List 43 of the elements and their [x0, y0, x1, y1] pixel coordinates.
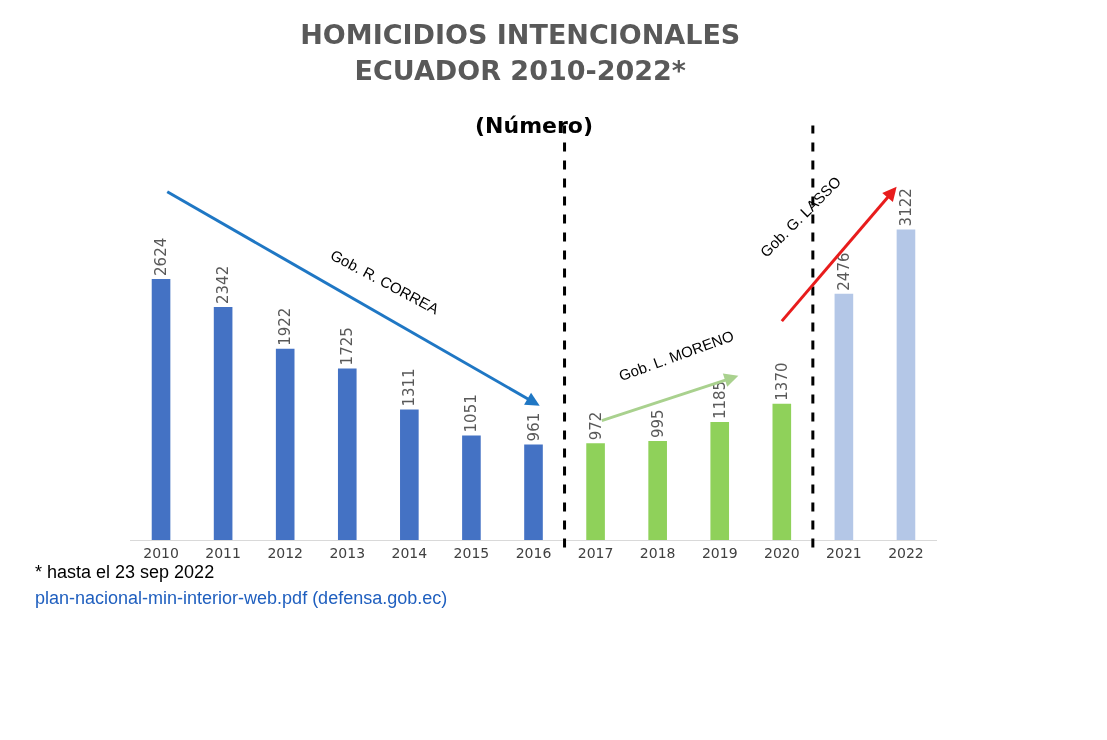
x-tick-label: 2014 — [391, 544, 428, 561]
data-label: 972 — [586, 411, 605, 441]
x-tick-label: 2021 — [826, 544, 862, 561]
x-tick-label: 2012 — [267, 544, 304, 561]
bar — [586, 443, 605, 540]
x-tick-label: 2018 — [639, 544, 676, 561]
bar — [400, 409, 419, 540]
bar — [648, 441, 667, 540]
chart-title: HOMICIDIOS INTENCIONALES ECUADOR 2010-2022* — [300, 19, 741, 86]
bar — [710, 422, 730, 540]
data-label: 1370 — [772, 362, 791, 401]
bar — [462, 435, 481, 540]
x-tick-label: 2016 — [515, 544, 552, 561]
text: * hasta el 23 sep 2022 — [35, 562, 215, 582]
data-label: 1922 — [276, 307, 295, 346]
data-label: 2342 — [214, 265, 233, 304]
bar — [896, 229, 916, 540]
data-label: 1311 — [400, 368, 419, 407]
data-label: 1051 — [462, 394, 481, 433]
bar — [213, 307, 233, 540]
x-tick-label: 2019 — [701, 544, 738, 561]
data-label: 995 — [648, 409, 667, 439]
data-label: 1185 — [710, 380, 729, 420]
chart-subtitle: (Número) — [475, 113, 593, 138]
bar — [834, 293, 854, 540]
data-label: 2476 — [834, 252, 853, 291]
bar — [772, 403, 792, 540]
bar — [275, 348, 295, 540]
bar — [151, 278, 171, 540]
data-label: 1725 — [338, 327, 357, 366]
data-label: 2624 — [152, 237, 171, 276]
data-label: 961 — [524, 412, 543, 442]
x-tick-label: 2020 — [763, 544, 800, 561]
x-tick-label: 2017 — [577, 544, 614, 561]
x-tick-label: 2022 — [888, 544, 924, 561]
x-tick-label: 2015 — [453, 544, 490, 561]
bar — [337, 368, 357, 540]
bar — [524, 444, 543, 540]
data-label: 3122 — [896, 188, 915, 227]
x-tick-label: 2013 — [329, 544, 366, 561]
x-tick-label: 2011 — [205, 544, 241, 561]
text: plan-nacional-min-interior-web.pdf (defensa.gob.ec) — [35, 588, 448, 608]
x-tick-label: 2010 — [143, 544, 179, 561]
